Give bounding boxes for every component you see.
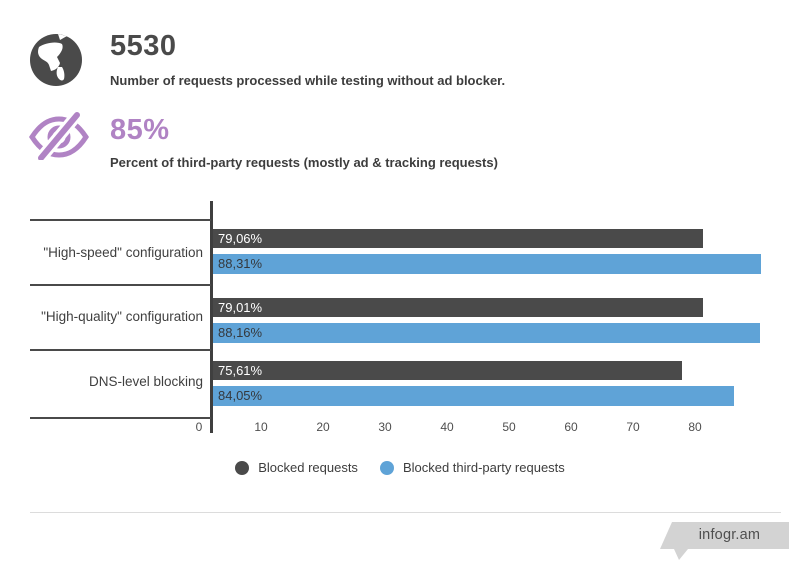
x-tick-label: 50 [502,420,516,434]
bar-blocked-requests: 75,61% [213,361,682,380]
bar-value-label: 88,31% [218,256,263,271]
bar-value-label: 79,01% [218,300,263,315]
legend-dot-dark [235,460,250,475]
stat-description-thirdparty: Percent of third-party requests (mostly … [110,155,498,170]
category-separator [30,284,211,286]
category-separator [30,417,211,419]
x-tick-label: 80 [688,420,702,434]
x-tick-label: 0 [195,420,203,434]
category-label: DNS-level blocking [88,374,203,389]
x-tick-label: 20 [316,420,330,434]
globe-icon [30,34,82,86]
x-tick-label: 10 [254,420,268,434]
bar-value-label: 75,61% [218,363,263,378]
x-tick-label: 70 [626,420,640,434]
x-tick-label: 60 [564,420,578,434]
bar-blocked-thirdparty: 88,31% [213,254,761,274]
bar-blocked-thirdparty: 88,16% [213,323,760,343]
x-axis-ticks: 0 10 20 30 40 50 60 70 80 [195,420,759,434]
bar-blocked-thirdparty: 84,05% [213,386,735,406]
y-axis-line [210,201,213,433]
brand-label: infogr.am [698,527,761,543]
category-label: "High-speed" configuration [43,245,203,260]
legend-item-blocked-thirdparty: Blocked third-party requests [379,460,565,475]
footer-divider [30,512,781,513]
legend-label: Blocked third-party requests [402,460,565,475]
stat-value-thirdparty: 85% [110,114,170,146]
category-separator [30,349,211,351]
x-tick-label: 40 [440,420,454,434]
bar-value-label: 79,06% [218,231,263,246]
bar-value-label: 84,05% [218,388,263,403]
x-tick-label: 30 [378,420,392,434]
hidden-eye-icon [29,112,89,160]
bar-value-label: 88,16% [218,325,263,340]
legend-label: Blocked requests [258,460,358,475]
category-separator [30,219,211,221]
category-label: "High-quality" configuration [41,309,203,324]
bar-blocked-requests: 79,01% [213,298,703,317]
infogram-brand-badge[interactable]: infogr.am [660,522,789,560]
legend-dot-blue [379,460,394,475]
legend-item-blocked-requests: Blocked requests [235,460,358,475]
stat-value-requests: 5530 [110,30,177,62]
chart-legend: Blocked requests Blocked third-party req… [0,460,800,475]
bar-blocked-requests: 79,06% [213,229,704,248]
stat-description-requests: Number of requests processed while testi… [110,73,506,88]
